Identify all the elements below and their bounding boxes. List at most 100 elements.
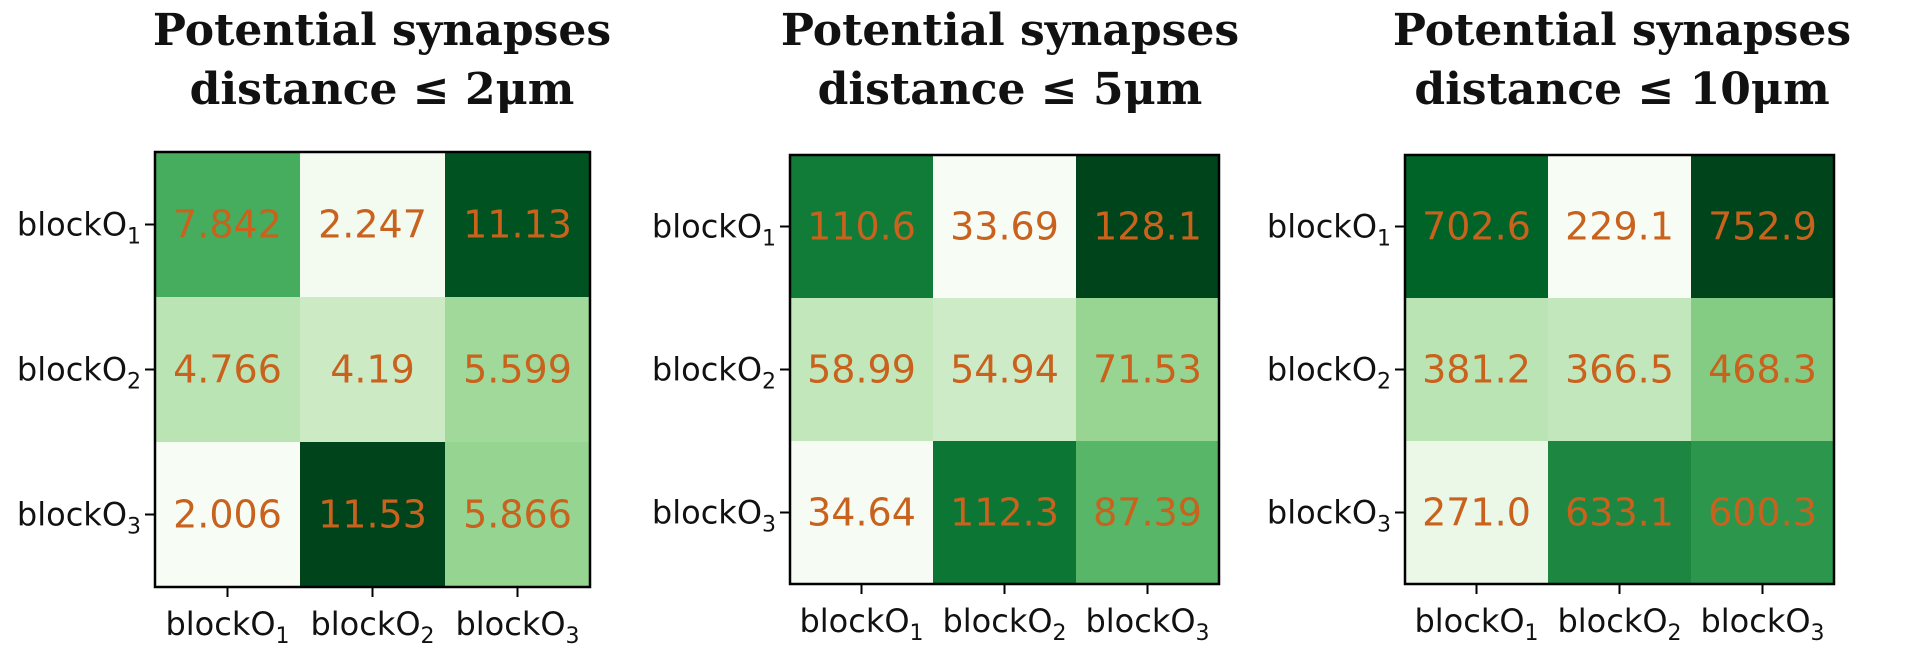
heatmap-cell xyxy=(445,297,590,442)
heatmap-cell xyxy=(1076,155,1219,298)
x-tick-label: blockO2 xyxy=(310,605,434,649)
heatmap-cell xyxy=(300,297,445,442)
y-tick-label: blockO1 xyxy=(17,206,141,250)
x-tick-label-base: blockO xyxy=(1085,602,1195,640)
heatmap-cell-value: 271.0 xyxy=(1422,491,1531,535)
heatmap-cell-value: 381.2 xyxy=(1422,348,1531,392)
x-tick-label-base: blockO xyxy=(942,602,1052,640)
heatmap-cell-value: 110.6 xyxy=(807,205,916,249)
y-tick-label: blockO3 xyxy=(652,494,776,538)
heatmap-cell xyxy=(790,298,933,441)
y-tick-label: blockO3 xyxy=(1267,494,1391,538)
heatmap-cell-value: 468.3 xyxy=(1708,348,1817,392)
y-tick-label-base: blockO xyxy=(1267,351,1377,389)
heatmap-cell-value: 11.53 xyxy=(318,493,427,537)
x-tick-label: blockO2 xyxy=(1557,602,1681,646)
x-tick-label-subscript: 3 xyxy=(1811,621,1825,646)
heatmap-cell xyxy=(1691,155,1834,298)
heatmap-cell xyxy=(1691,441,1834,584)
y-tick-label: blockO3 xyxy=(17,496,141,540)
y-tick-label: blockO2 xyxy=(652,351,776,395)
heatmap-cell xyxy=(300,152,445,297)
panel-title-line1: Potential synapses xyxy=(153,5,611,56)
heatmap-cell xyxy=(933,441,1076,584)
heatmap-cell-value: 54.94 xyxy=(950,348,1059,392)
heatmap-cell xyxy=(155,442,300,587)
heatmap-cell-value: 11.13 xyxy=(463,203,572,247)
y-tick-label-base: blockO xyxy=(1267,208,1377,246)
x-tick-label-base: blockO xyxy=(310,605,420,643)
heatmap-cell-value: 5.599 xyxy=(463,348,572,392)
x-tick-label-base: blockO xyxy=(1414,602,1524,640)
heatmap-panel: Potential synapses distance ≤ 5μm 110.6 33.… xyxy=(652,5,1239,646)
heatmap-cell xyxy=(1405,155,1548,298)
y-tick-label-subscript: 2 xyxy=(127,370,141,395)
x-tick-label: blockO3 xyxy=(455,605,579,649)
heatmap-cell xyxy=(1691,298,1834,441)
panel-title-line2: distance ≤ 5μm xyxy=(818,64,1203,115)
heatmap-cell xyxy=(155,297,300,442)
heatmap-cell xyxy=(933,155,1076,298)
heatmap-cell-value: 600.3 xyxy=(1708,491,1817,535)
heatmap-cell-value: 2.247 xyxy=(318,203,427,247)
heatmap-cell xyxy=(790,441,933,584)
heatmap-cell xyxy=(1405,298,1548,441)
heatmap-cell xyxy=(445,152,590,297)
heatmap-cell-value: 87.39 xyxy=(1093,491,1202,535)
heatmap-cell-value: 633.1 xyxy=(1565,491,1674,535)
y-tick-label-base: blockO xyxy=(652,494,762,532)
y-tick-label-base: blockO xyxy=(652,208,762,246)
heatmap-cell-value: 71.53 xyxy=(1093,348,1202,392)
heatmap-cell xyxy=(1548,298,1691,441)
panel-title-line1: Potential synapses xyxy=(1393,5,1851,56)
heatmap-cell xyxy=(933,298,1076,441)
y-tick-label-base: blockO xyxy=(17,351,127,389)
heatmap-cell xyxy=(1548,441,1691,584)
heatmap-cell-value: 128.1 xyxy=(1093,205,1202,249)
y-tick-label-subscript: 2 xyxy=(762,370,776,395)
y-tick-label-base: blockO xyxy=(1267,494,1377,532)
x-tick-label-base: blockO xyxy=(799,602,909,640)
x-tick-label-subscript: 1 xyxy=(276,624,290,649)
heatmap-cell xyxy=(1405,441,1548,584)
heatmap-cell-value: 752.9 xyxy=(1708,205,1817,249)
heatmap-cell-value: 34.64 xyxy=(807,491,916,535)
y-tick-label-subscript: 1 xyxy=(1377,227,1391,252)
y-tick-label: blockO2 xyxy=(1267,351,1391,395)
y-tick-label-subscript: 3 xyxy=(127,515,141,540)
x-tick-label: blockO1 xyxy=(799,602,923,646)
x-tick-label-base: blockO xyxy=(455,605,565,643)
x-tick-label-subscript: 2 xyxy=(1668,621,1682,646)
x-tick-label-subscript: 1 xyxy=(1525,621,1539,646)
x-tick-label-subscript: 1 xyxy=(910,621,924,646)
y-tick-label: blockO1 xyxy=(652,208,776,252)
heatmap-cell xyxy=(790,155,933,298)
x-tick-label-subscript: 2 xyxy=(421,624,435,649)
y-tick-label-subscript: 3 xyxy=(1377,513,1391,538)
y-tick-label-base: blockO xyxy=(652,351,762,389)
heatmap-cell xyxy=(1076,441,1219,584)
x-tick-label-base: blockO xyxy=(1557,602,1667,640)
y-tick-label-base: blockO xyxy=(17,206,127,244)
heatmap-cell-value: 4.19 xyxy=(330,348,415,392)
x-tick-label-base: blockO xyxy=(165,605,275,643)
heatmap-cell-value: 112.3 xyxy=(950,491,1059,535)
heatmap-cell xyxy=(1548,155,1691,298)
x-tick-label-subscript: 3 xyxy=(566,624,580,649)
y-tick-label-base: blockO xyxy=(17,496,127,534)
x-tick-label: blockO3 xyxy=(1700,602,1824,646)
x-tick-label-base: blockO xyxy=(1700,602,1810,640)
heatmap-cell-value: 58.99 xyxy=(807,348,916,392)
heatmap-cell xyxy=(1076,298,1219,441)
y-tick-label-subscript: 1 xyxy=(762,227,776,252)
heatmap-cell xyxy=(445,442,590,587)
x-tick-label: blockO3 xyxy=(1085,602,1209,646)
x-tick-label: blockO1 xyxy=(1414,602,1538,646)
heatmap-cell-value: 366.5 xyxy=(1565,348,1674,392)
panel-title-line1: Potential synapses xyxy=(781,5,1239,56)
heatmap-cell-value: 2.006 xyxy=(173,493,282,537)
heatmap-cell-value: 4.766 xyxy=(173,348,282,392)
y-tick-label-subscript: 1 xyxy=(127,225,141,250)
